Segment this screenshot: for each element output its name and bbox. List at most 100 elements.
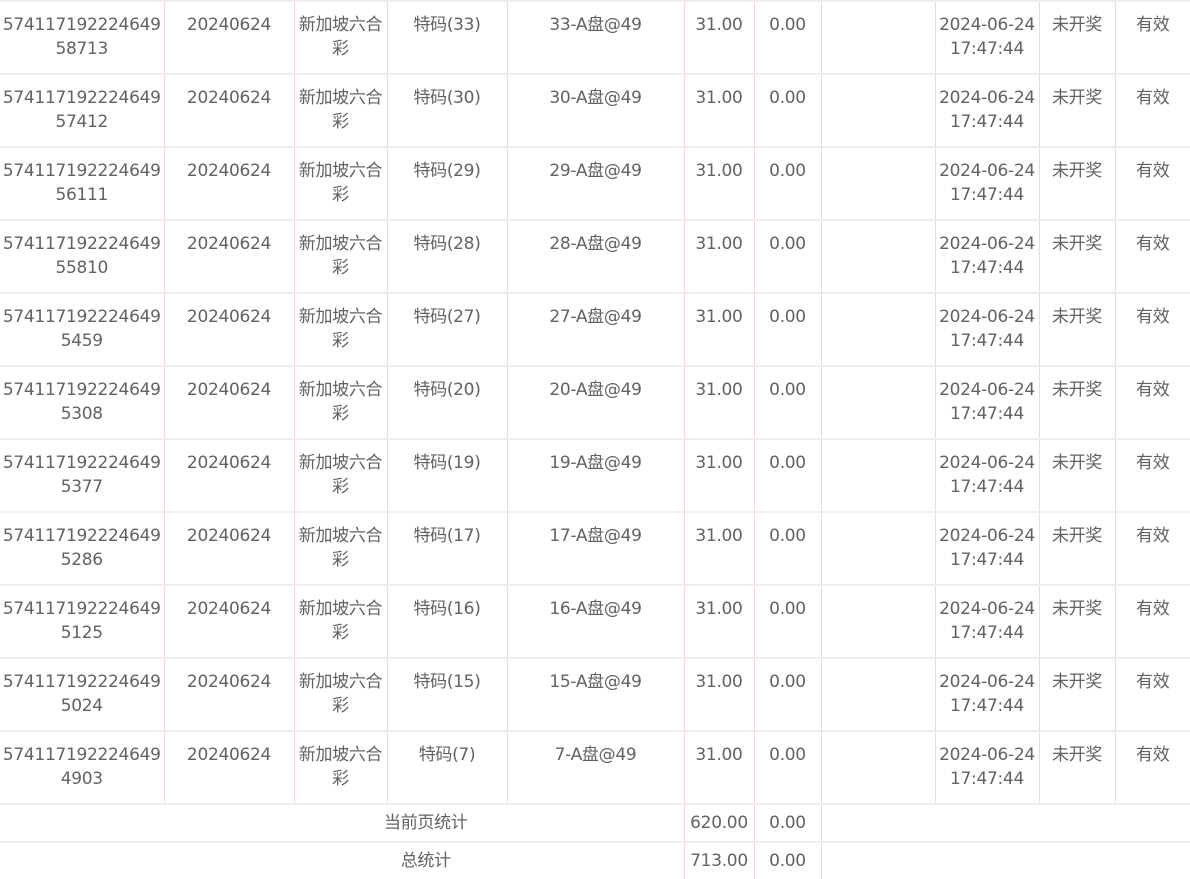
bet-content-cell: 17-A盘@49 bbox=[506, 511, 685, 585]
bet-time-cell: 2024-06-24 17:47:44 bbox=[934, 73, 1040, 147]
bet-content-cell: 7-A盘@49 bbox=[506, 730, 685, 804]
validity-status-cell: 有效 bbox=[1114, 219, 1190, 293]
total-summary-empty bbox=[820, 841, 1190, 879]
payout-cell: 0.00 bbox=[753, 73, 822, 147]
draw-status-cell: 未开奖 bbox=[1038, 730, 1116, 804]
total-summary-label: 总统计 bbox=[0, 841, 684, 879]
draw-status-cell: 未开奖 bbox=[1038, 73, 1116, 147]
bet-time-cell: 2024-06-24 17:47:44 bbox=[934, 219, 1040, 293]
bet-content-cell: 33-A盘@49 bbox=[506, 0, 685, 74]
validity-status-cell: 有效 bbox=[1114, 365, 1190, 439]
play-type-cell: 特码(28) bbox=[386, 219, 508, 293]
validity-status-cell: 有效 bbox=[1114, 73, 1190, 147]
bet-amount-cell: 31.00 bbox=[683, 438, 755, 512]
bet-amount-cell: 31.00 bbox=[683, 292, 755, 366]
payout-cell: 0.00 bbox=[753, 584, 822, 658]
period-cell: 20240624 bbox=[163, 657, 295, 731]
draw-status-cell: 未开奖 bbox=[1038, 365, 1116, 439]
bet-time-cell: 2024-06-24 17:47:44 bbox=[934, 657, 1040, 731]
play-type-cell: 特码(16) bbox=[386, 584, 508, 658]
period-cell: 20240624 bbox=[163, 219, 295, 293]
order-number-cell: 5741171922246495377 bbox=[0, 438, 165, 512]
order-number-cell: 57411719222464957412 bbox=[0, 73, 165, 147]
total-summary-amount: 713.00 bbox=[683, 841, 755, 879]
note-cell bbox=[820, 584, 936, 658]
draw-status-cell: 未开奖 bbox=[1038, 438, 1116, 512]
bet-time-cell: 2024-06-24 17:47:44 bbox=[934, 292, 1040, 366]
order-number-cell: 5741171922246494903 bbox=[0, 730, 165, 804]
table-row: 57411719222464958713 20240624 新加坡六合彩 特码(33)… bbox=[0, 0, 1190, 74]
table-row: 5741171922246495308 20240624 新加坡六合彩 特码(20) 2… bbox=[0, 365, 1190, 439]
validity-status-cell: 有效 bbox=[1114, 146, 1190, 220]
draw-status-cell: 未开奖 bbox=[1038, 292, 1116, 366]
note-cell bbox=[820, 438, 936, 512]
bet-content-cell: 30-A盘@49 bbox=[506, 73, 685, 147]
period-cell: 20240624 bbox=[163, 365, 295, 439]
period-cell: 20240624 bbox=[163, 584, 295, 658]
payout-cell: 0.00 bbox=[753, 219, 822, 293]
game-name-cell: 新加坡六合彩 bbox=[293, 219, 388, 293]
validity-status-cell: 有效 bbox=[1114, 511, 1190, 585]
bet-time-cell: 2024-06-24 17:47:44 bbox=[934, 365, 1040, 439]
draw-status-cell: 未开奖 bbox=[1038, 511, 1116, 585]
bet-content-cell: 20-A盘@49 bbox=[506, 365, 685, 439]
bet-time-cell: 2024-06-24 17:47:44 bbox=[934, 438, 1040, 512]
play-type-cell: 特码(30) bbox=[386, 73, 508, 147]
bet-amount-cell: 31.00 bbox=[683, 365, 755, 439]
total-summary-payout: 0.00 bbox=[753, 841, 822, 879]
note-cell bbox=[820, 73, 936, 147]
order-number-cell: 5741171922246495459 bbox=[0, 292, 165, 366]
play-type-cell: 特码(27) bbox=[386, 292, 508, 366]
order-number-cell: 57411719222464956111 bbox=[0, 146, 165, 220]
bet-amount-cell: 31.00 bbox=[683, 73, 755, 147]
page-summary-row: 当前页统计 620.00 0.00 bbox=[0, 803, 1190, 842]
game-name-cell: 新加坡六合彩 bbox=[293, 365, 388, 439]
draw-status-cell: 未开奖 bbox=[1038, 657, 1116, 731]
table-row: 57411719222464955810 20240624 新加坡六合彩 特码(28)… bbox=[0, 219, 1190, 293]
period-cell: 20240624 bbox=[163, 0, 295, 74]
payout-cell: 0.00 bbox=[753, 730, 822, 804]
bet-time-cell: 2024-06-24 17:47:44 bbox=[934, 511, 1040, 585]
game-name-cell: 新加坡六合彩 bbox=[293, 292, 388, 366]
draw-status-cell: 未开奖 bbox=[1038, 219, 1116, 293]
bet-time-cell: 2024-06-24 17:47:44 bbox=[934, 730, 1040, 804]
table-row: 5741171922246495125 20240624 新加坡六合彩 特码(16) 1… bbox=[0, 584, 1190, 658]
note-cell bbox=[820, 146, 936, 220]
validity-status-cell: 有效 bbox=[1114, 292, 1190, 366]
period-cell: 20240624 bbox=[163, 73, 295, 147]
table-row: 5741171922246495459 20240624 新加坡六合彩 特码(27) 2… bbox=[0, 292, 1190, 366]
page-summary-label: 当前页统计 bbox=[0, 803, 684, 842]
play-type-cell: 特码(17) bbox=[386, 511, 508, 585]
page-summary-payout: 0.00 bbox=[753, 803, 822, 842]
payout-cell: 0.00 bbox=[753, 146, 822, 220]
period-cell: 20240624 bbox=[163, 730, 295, 804]
game-name-cell: 新加坡六合彩 bbox=[293, 584, 388, 658]
game-name-cell: 新加坡六合彩 bbox=[293, 657, 388, 731]
order-number-cell: 5741171922246495286 bbox=[0, 511, 165, 585]
period-cell: 20240624 bbox=[163, 292, 295, 366]
table-row: 5741171922246495377 20240624 新加坡六合彩 特码(19) 1… bbox=[0, 438, 1190, 512]
bet-content-cell: 15-A盘@49 bbox=[506, 657, 685, 731]
draw-status-cell: 未开奖 bbox=[1038, 0, 1116, 74]
table-row: 57411719222464956111 20240624 新加坡六合彩 特码(29)… bbox=[0, 146, 1190, 220]
payout-cell: 0.00 bbox=[753, 0, 822, 74]
bet-amount-cell: 31.00 bbox=[683, 0, 755, 74]
table-row: 57411719222464957412 20240624 新加坡六合彩 特码(30)… bbox=[0, 73, 1190, 147]
bet-content-cell: 29-A盘@49 bbox=[506, 146, 685, 220]
play-type-cell: 特码(15) bbox=[386, 657, 508, 731]
page-summary-amount: 620.00 bbox=[683, 803, 755, 842]
period-cell: 20240624 bbox=[163, 146, 295, 220]
order-number-cell: 5741171922246495125 bbox=[0, 584, 165, 658]
game-name-cell: 新加坡六合彩 bbox=[293, 730, 388, 804]
note-cell bbox=[820, 657, 936, 731]
payout-cell: 0.00 bbox=[753, 438, 822, 512]
note-cell bbox=[820, 365, 936, 439]
game-name-cell: 新加坡六合彩 bbox=[293, 73, 388, 147]
game-name-cell: 新加坡六合彩 bbox=[293, 438, 388, 512]
play-type-cell: 特码(19) bbox=[386, 438, 508, 512]
note-cell bbox=[820, 0, 936, 74]
page-summary-empty bbox=[820, 803, 1190, 842]
note-cell bbox=[820, 292, 936, 366]
bet-content-cell: 16-A盘@49 bbox=[506, 584, 685, 658]
bet-amount-cell: 31.00 bbox=[683, 730, 755, 804]
